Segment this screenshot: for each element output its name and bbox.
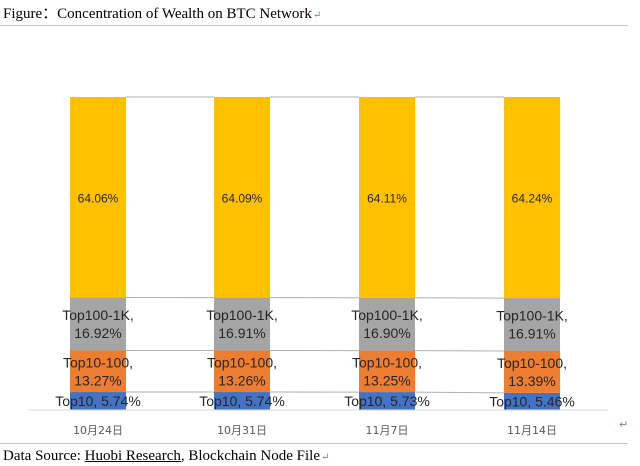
bar-segment: [504, 392, 560, 410]
data-label: Top10, 5.73%: [344, 393, 430, 409]
data-label-line: Top10-100,: [497, 355, 567, 371]
return-mark-icon: ↵: [619, 418, 629, 431]
source-prefix: Data Source:: [3, 448, 85, 464]
data-label-line: Top10-100,: [352, 354, 422, 370]
series-lines: [125, 96, 505, 394]
x-tick-label: 10月31日: [217, 424, 267, 437]
data-label-line: Top100-1K,: [62, 307, 134, 323]
x-tick-label: 11月7日: [366, 424, 409, 437]
bar-segment: [70, 350, 126, 393]
data-label: 64.09%: [222, 191, 263, 205]
series-line: [414, 391, 505, 394]
source-suffix: , Blockchain Node File: [180, 448, 320, 464]
bar-segment: [359, 97, 415, 298]
data-label-line: Top10-100,: [63, 354, 133, 370]
data-label: Top10-100, 13.27%: [63, 354, 133, 388]
data-label-line: Top100-1K,: [206, 307, 278, 323]
data-label-line: 13.27%: [74, 372, 121, 388]
stacked-bar-chart: Top10, 5.74% Top10-100, 13.27% Top100-1K, 16…: [28, 96, 608, 437]
bar-segment: [214, 350, 270, 393]
source-link[interactable]: Huobi Research: [84, 448, 181, 464]
data-label: Top10, 5.46%: [489, 393, 575, 409]
bar-segment: [214, 392, 270, 410]
bar-segment: [504, 97, 560, 299]
data-label: 64.06%: [78, 191, 119, 205]
data-label-line: 13.26%: [218, 372, 265, 388]
top-rule: [0, 25, 628, 26]
data-label-line: Top10-100,: [207, 354, 277, 370]
data-label: Top100-1K, 16.91%: [496, 308, 568, 342]
bar-segment: [214, 97, 270, 298]
bar-segment: [70, 297, 126, 351]
data-label: Top10, 5.74%: [199, 393, 285, 409]
data-label: Top10-100, 13.26%: [207, 354, 277, 388]
bar-segment: [504, 298, 560, 351]
bar-segment: [214, 297, 270, 351]
figure-title-text: Concentration of Wealth on BTC Network: [57, 6, 312, 22]
return-mark-icon: ↵: [321, 452, 330, 463]
data-label: Top10-100, 13.39%: [497, 355, 567, 389]
data-label: Top10-100, 13.25%: [352, 354, 422, 388]
data-label: Top100-1K, 16.92%: [62, 307, 134, 341]
bar-segment: [70, 392, 126, 410]
figure-title: Figure：Concentration of Wealth on BTC Ne…: [3, 2, 321, 23]
data-label: Top100-1K, 16.90%: [351, 307, 423, 341]
bottom-rule: [0, 443, 628, 444]
data-label-line: 16.91%: [218, 325, 265, 341]
x-tick-label: 11月14日: [507, 424, 557, 437]
data-source: Data Source: Huobi Research, Blockchain …: [3, 448, 329, 465]
data-label-line: Top100-1K,: [496, 308, 568, 324]
x-tick-label: 10月24日: [73, 424, 123, 437]
data-label: Top10, 5.74%: [55, 393, 141, 409]
data-label: 64.11%: [367, 191, 407, 205]
data-label: Top100-1K, 16.91%: [206, 307, 278, 341]
figure-title-prefix: Figure：: [3, 6, 58, 22]
bar-segment: [70, 97, 126, 298]
data-label-line: 13.39%: [508, 373, 555, 389]
bar-segment: [359, 297, 415, 351]
data-label: 64.24%: [512, 192, 553, 206]
data-label-line: 16.91%: [508, 326, 555, 342]
data-label-line: 16.90%: [363, 325, 410, 341]
bar-segment: [504, 350, 560, 393]
data-label-line: Top100-1K,: [351, 307, 423, 323]
return-mark-icon: ↵: [312, 10, 322, 21]
data-label-line: 16.92%: [74, 325, 121, 341]
data-label-line: 13.25%: [363, 372, 410, 388]
bar-segment: [359, 392, 415, 410]
bar-segment: [359, 350, 415, 393]
